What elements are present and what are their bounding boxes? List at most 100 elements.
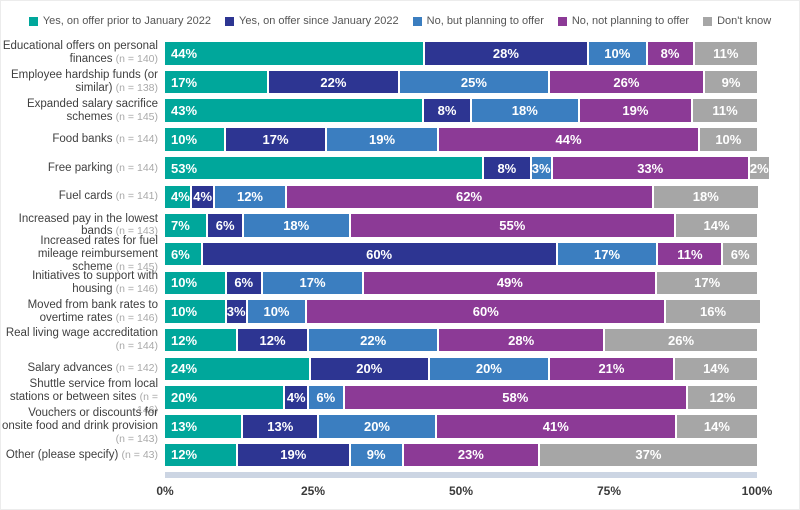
chart-row: Vouchers or discounts for onsite food an… (1, 407, 799, 445)
category-label-cell: Initiatives to support with housing (n =… (1, 270, 165, 296)
bar-segment: 33% (550, 156, 748, 180)
category-label-cell: Salary advances (n = 142) (1, 362, 165, 375)
chart-row: Moved from bank rates to overtime rates … (1, 297, 799, 326)
chart-row: Expanded salary sacrifice schemes (n = 1… (1, 96, 799, 125)
category-label-cell: Food banks (n = 144) (1, 133, 165, 146)
bar-segment: 60% (305, 300, 665, 323)
category-label-cell: Free parking (n = 144) (1, 162, 165, 175)
bar-segment: 18% (651, 185, 759, 209)
segment-value-label: 4% (286, 390, 306, 406)
segment-value-label: 11% (712, 103, 738, 119)
category-n-label: (n = 43) (121, 448, 158, 461)
segment-value-label: 11% (713, 45, 739, 61)
bar-segment: 13% (241, 415, 318, 438)
legend-label: Don't know (717, 15, 772, 27)
category-label-cell: Shuttle service from local stations or b… (1, 378, 165, 417)
category-label-cell: Increased pay in the lowest bands (n = 1… (1, 213, 165, 239)
chart-row: Employee hardship funds (or similar) (n … (1, 68, 799, 97)
legend-swatch-icon (557, 16, 567, 26)
segment-value-label: 60% (472, 304, 499, 320)
x-axis-tick-label: 0% (156, 483, 174, 498)
category-n-label: (n = 143) (115, 225, 158, 238)
bar-segment: 28% (437, 328, 604, 352)
segment-value-label: 20% (475, 361, 502, 377)
category-n-label: (n = 143) (115, 432, 158, 445)
segment-value-label: 49% (496, 275, 523, 291)
legend-item: Yes, on offer prior to January 2022 (28, 15, 211, 27)
segment-value-label: 26% (613, 74, 640, 90)
segment-value-label: 14% (703, 361, 730, 377)
legend-item: No, not planning to offer (557, 15, 689, 27)
segment-value-label: 10% (171, 275, 198, 291)
chart-row: Free parking (n = 144) 53% 8% 3% 33% 2% (1, 154, 799, 183)
segment-value-label: 16% (699, 304, 727, 320)
category-label: Free parking (47, 161, 116, 174)
category-n-label: (n = 144) (115, 340, 158, 353)
chart-row: Salary advances (n = 142) 24% 20% 20% 21% 14… (1, 355, 799, 384)
bar-segment: 18% (241, 214, 349, 237)
category-label: Educational offers on personal finances (2, 40, 158, 66)
bar-segment: 49% (362, 271, 656, 295)
segment-value-label: 4% (193, 189, 213, 205)
segment-value-label: 18% (692, 189, 719, 205)
bar: 4% 4% 12% 62% 18% (165, 185, 759, 209)
category-label: Shuttle service from local stations or b… (9, 378, 158, 404)
chart-plot-area: Educational offers on personal finances … (1, 39, 799, 497)
segment-value-label: 17% (594, 246, 621, 262)
segment-value-label: 18% (283, 217, 310, 233)
category-label: Moved from bank rates to overtime rates (27, 298, 158, 324)
bar-segment: 14% (673, 357, 757, 381)
segment-value-label: 9% (366, 447, 386, 463)
bar-segment: 14% (674, 415, 757, 438)
chart-legend: Yes, on offer prior to January 2022 Yes,… (1, 1, 799, 29)
segment-value-label: 6% (730, 246, 750, 262)
bar-segment: 4% (165, 185, 190, 209)
bar-segment: 25% (398, 70, 548, 94)
segment-value-label: 12% (236, 189, 263, 205)
bar-segment: 19% (577, 99, 692, 122)
bar-segment: 3% (529, 156, 551, 180)
segment-value-label: 23% (457, 447, 484, 463)
segment-value-label: 20% (171, 390, 198, 406)
bar-segment: 6% (307, 386, 343, 409)
bar-segment: 44% (165, 42, 423, 65)
bar-segment: 9% (703, 70, 757, 94)
bar: 10% 17% 19% 44% 10% (165, 128, 757, 151)
category-label-cell: Vouchers or discounts for onsite food an… (1, 407, 165, 446)
bar-segment: 4% (283, 386, 308, 409)
x-axis-tick-label: 25% (300, 483, 326, 498)
segment-value-label: 12% (171, 447, 198, 463)
segment-value-label: 25% (460, 74, 487, 90)
bar-segment: 2% (747, 156, 769, 180)
legend-swatch-icon (412, 16, 422, 26)
category-n-label: (n = 145) (115, 260, 158, 273)
bar-segment: 10% (165, 128, 225, 151)
bar-segment: 6% (721, 242, 757, 266)
category-n-label: (n = 145) (115, 110, 158, 123)
segment-value-label: 14% (703, 217, 730, 233)
bar-segment: 26% (603, 328, 757, 352)
segment-value-label: 11% (677, 246, 703, 262)
category-label-cell: Moved from bank rates to overtime rates … (1, 299, 165, 325)
bar-segment: 12% (685, 386, 757, 409)
bar-segment: 41% (434, 415, 675, 438)
segment-value-label: 12% (171, 332, 198, 348)
bar-segment: 6% (224, 271, 261, 295)
segment-value-label: 8% (497, 160, 517, 176)
segment-value-label: 22% (360, 332, 387, 348)
segment-value-label: 10% (171, 304, 198, 320)
segment-value-label: 21% (598, 361, 625, 377)
chart-row: Increased rates for fuel mileage reimbur… (1, 235, 799, 273)
bar-segment: 44% (437, 128, 698, 151)
segment-value-label: 4% (171, 189, 190, 205)
category-label-cell: Educational offers on personal finances … (1, 40, 165, 66)
category-n-label: (n = 138) (115, 82, 158, 95)
segment-value-label: 22% (320, 74, 347, 90)
bar-segment: 22% (307, 328, 438, 352)
bar-segment: 20% (308, 357, 429, 381)
segment-value-label: 12% (709, 390, 736, 406)
segment-value-label: 53% (171, 160, 198, 176)
bar-segment: 19% (324, 128, 438, 151)
segment-value-label: 28% (492, 45, 519, 61)
